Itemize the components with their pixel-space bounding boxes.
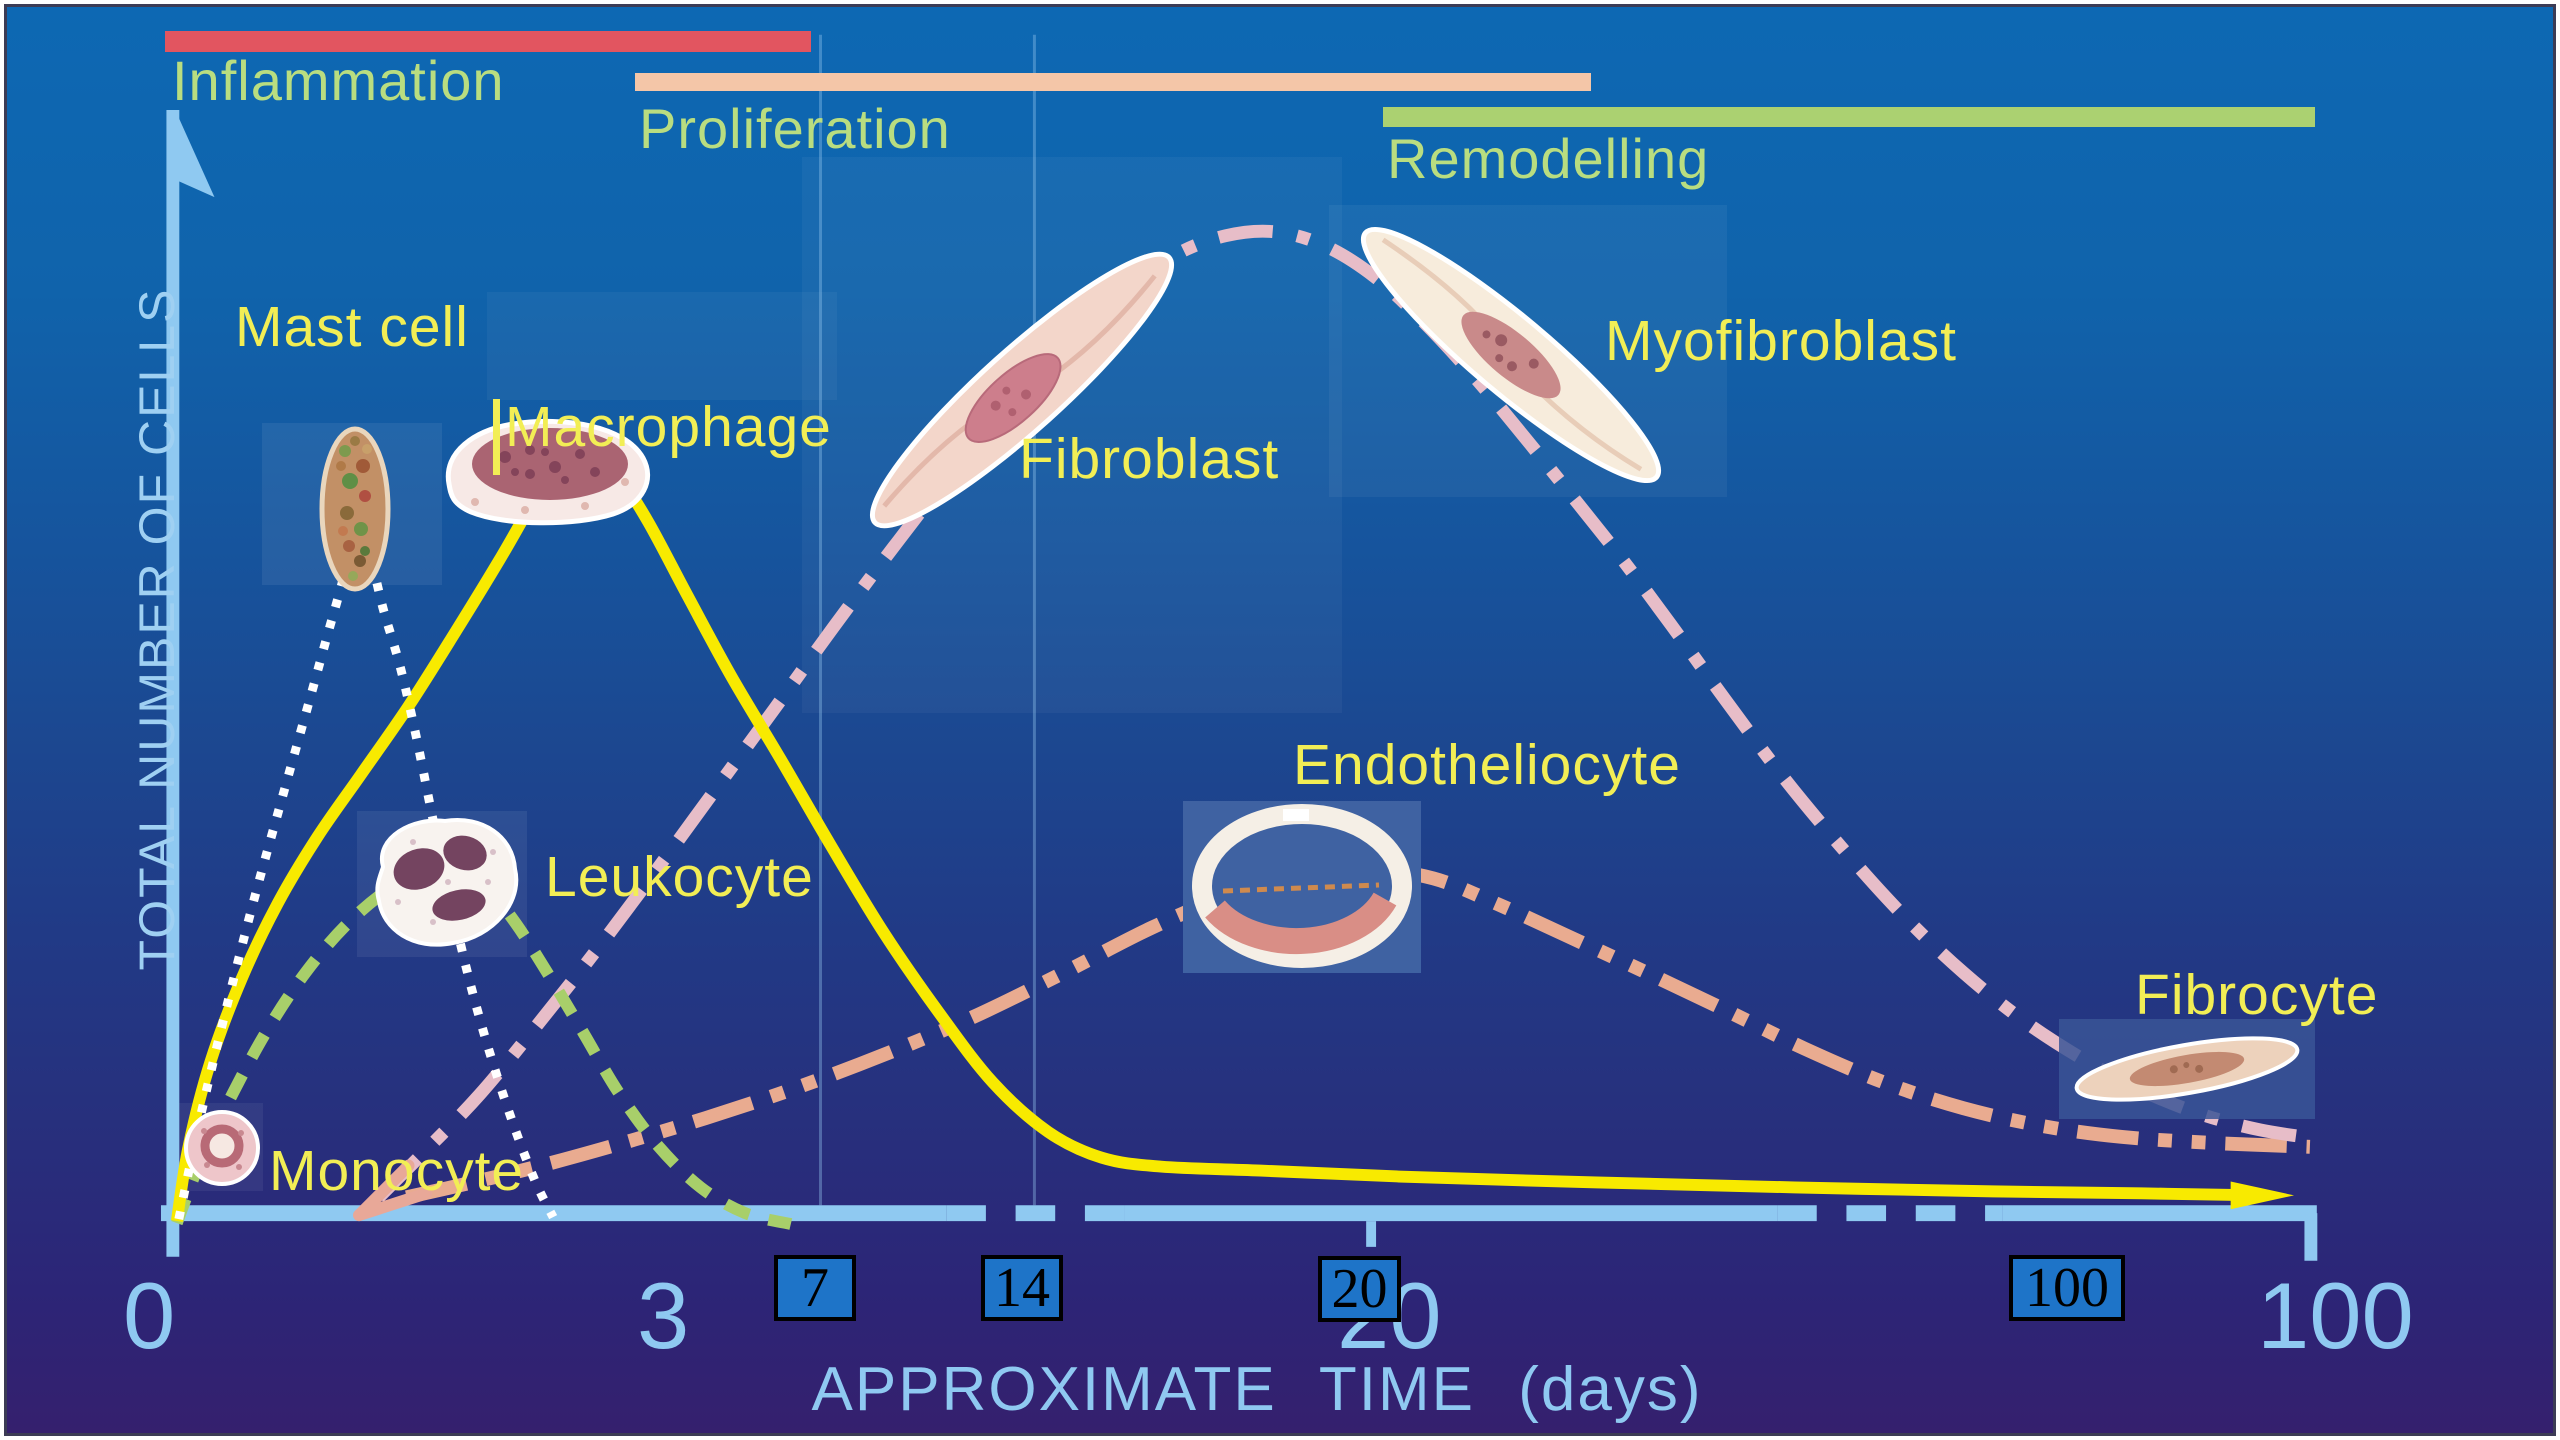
label-fibroblast: Fibroblast (1019, 427, 1280, 491)
label-endotheliocyte: Endotheliocyte (1293, 733, 1681, 797)
macrophage-texture (499, 445, 600, 484)
fibrocyte-nucleus (2129, 1051, 2245, 1087)
endotheliocyte-image (1183, 801, 1421, 973)
x-label-100: 100 (2257, 1263, 2414, 1368)
leukocyte-nuclei (393, 835, 487, 921)
tickbox-day20-value: 20 (1331, 1258, 1388, 1320)
mast-cell-image (319, 426, 391, 592)
macrophage-rim-speckles (471, 478, 629, 514)
tickbox-day7: 7 (774, 1255, 856, 1321)
curve-fibroblast-myofibroblast (374, 224, 2321, 1202)
endotheliocyte-lumen-line (1222, 882, 1380, 894)
macrophage-image-box (487, 292, 837, 400)
fibroblast-image (869, 251, 1175, 529)
label-macrophage: Macrophage (505, 395, 832, 459)
tickbox-day20: 20 (1318, 1256, 1401, 1322)
x-label-0: 0 (123, 1263, 176, 1368)
endotheliocyte-crescent (1205, 892, 1397, 955)
fibroblast-image-box (802, 157, 1342, 713)
mast-cell-granules (336, 436, 372, 581)
fibroblast-texture (990, 386, 1032, 417)
myofibroblast-image (1360, 226, 1662, 484)
mast-cell-body (319, 426, 391, 592)
monocyte-nucleus (200, 1124, 244, 1168)
remodelling-bar (1383, 107, 2315, 127)
fibrocyte-image (2059, 1019, 2315, 1119)
tickbox-day100-value: 100 (2025, 1257, 2109, 1319)
proliferation-bar (635, 73, 1591, 91)
curve-monocyte (171, 860, 793, 1230)
x-axis-title: APPROXIMATE TIME (days) (811, 1355, 1703, 1424)
label-mast-cell: Mast cell (235, 295, 469, 359)
y-axis-arrow-flag-icon (178, 117, 215, 198)
y-axis-title: TOTAL NUMBER OF CELLS (129, 287, 185, 971)
monocyte-image (184, 1110, 260, 1186)
tickbox-day100: 100 (2009, 1255, 2125, 1321)
x-label-3: 3 (637, 1263, 690, 1368)
wound-healing-chart: Inflammation Proliferation Remodelling M… (4, 4, 2556, 1436)
fibrocyte-texture (2169, 1062, 2204, 1074)
label-monocyte: Monocyte (269, 1139, 525, 1203)
tickbox-day7-value: 7 (801, 1257, 829, 1319)
fibroblast-nucleus (964, 353, 1062, 443)
leukocyte-curve-arrow-icon (2230, 1181, 2295, 1210)
endotheliocyte-gap (1283, 809, 1309, 821)
leukocyte-image (375, 818, 519, 947)
tickbox-day14: 14 (981, 1255, 1063, 1321)
macrophage-label-cursor (493, 399, 500, 475)
tickbox-day14-value: 14 (994, 1257, 1050, 1319)
myofibroblast-texture (1482, 330, 1539, 372)
label-myofibroblast: Myofibroblast (1605, 309, 1957, 373)
leukocyte-speckles (395, 839, 496, 925)
monocyte-speckles (201, 1128, 244, 1170)
curves-layer (170, 224, 2321, 1230)
inflammation-bar (165, 31, 811, 52)
curve-leukocyte (170, 437, 2257, 1223)
label-fibrocyte: Fibrocyte (2135, 963, 2379, 1027)
curve-mast-cell (174, 542, 558, 1221)
label-leukocyte: Leukocyte (545, 845, 814, 909)
curve-endotheliocyte (405, 862, 2311, 1205)
phase-label-remodelling: Remodelling (1387, 127, 1710, 190)
phase-label-inflammation: Inflammation (172, 49, 505, 112)
phase-label-proliferation: Proliferation (639, 97, 951, 160)
fibroblast-curve-arrow-icon-2 (353, 1187, 433, 1222)
